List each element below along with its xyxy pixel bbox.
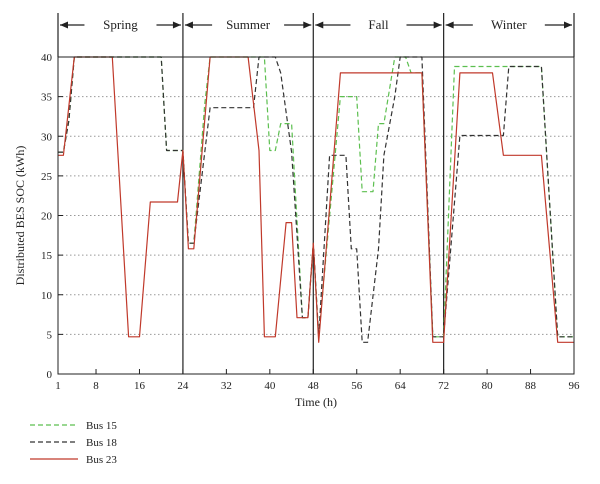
y-tick-label: 35 <box>41 92 53 104</box>
x-tick-label: 16 <box>134 380 146 392</box>
y-tick-label: 0 <box>47 369 53 381</box>
season-arrowhead-left <box>445 21 454 29</box>
legend-label: Bus 18 <box>86 437 117 449</box>
x-tick-label: 48 <box>308 380 320 392</box>
season-label: Summer <box>226 17 271 32</box>
season-label: Winter <box>491 17 527 32</box>
season-banner: Spring Summer Fall Winter <box>57 13 575 374</box>
series-line-bus-23 <box>58 56 574 343</box>
legend-label: Bus 15 <box>86 420 117 432</box>
x-tick-label: 32 <box>221 380 232 392</box>
y-tick-label: 25 <box>41 171 53 183</box>
legend-label: Bus 23 <box>86 454 117 466</box>
series-layer <box>58 56 574 343</box>
season-arrowhead-left <box>315 21 324 29</box>
x-tick-label: 1 <box>55 380 61 392</box>
season-arrowhead-right <box>433 21 442 29</box>
y-tick-label: 5 <box>47 329 53 341</box>
season-arrowhead-left <box>184 21 193 29</box>
x-tick-label: 88 <box>525 380 537 392</box>
tick-layer: 1 8 16 24 32 40 48 56 64 72 80 88 96 0 5 10 15 20 25 30 35 40 <box>41 52 580 392</box>
season-label: Fall <box>368 17 389 32</box>
x-tick-label: 8 <box>93 380 99 392</box>
y-tick-label: 30 <box>41 131 53 143</box>
y-tick-label: 15 <box>41 250 53 262</box>
x-tick-label: 96 <box>569 380 581 392</box>
season-arrowhead-right <box>564 21 572 29</box>
legend: Bus 15 Bus 18 Bus 23 <box>30 420 117 466</box>
x-axis-label: Time (h) <box>295 395 337 409</box>
y-tick-label: 40 <box>41 52 53 64</box>
season-arrowhead-left <box>60 21 68 29</box>
season-label: Spring <box>103 17 138 32</box>
x-tick-label: 24 <box>177 380 189 392</box>
y-tick-label: 10 <box>41 290 53 302</box>
x-tick-label: 56 <box>351 380 363 392</box>
x-tick-label: 80 <box>482 380 494 392</box>
y-tick-label: 20 <box>41 211 53 223</box>
x-tick-label: 64 <box>395 380 407 392</box>
x-tick-label: 40 <box>264 380 276 392</box>
season-arrowhead-right <box>172 21 181 29</box>
y-axis-label: Distributed BES SOC (kWh) <box>13 146 27 286</box>
season-arrowhead-right <box>303 21 312 29</box>
x-tick-label: 72 <box>438 380 449 392</box>
